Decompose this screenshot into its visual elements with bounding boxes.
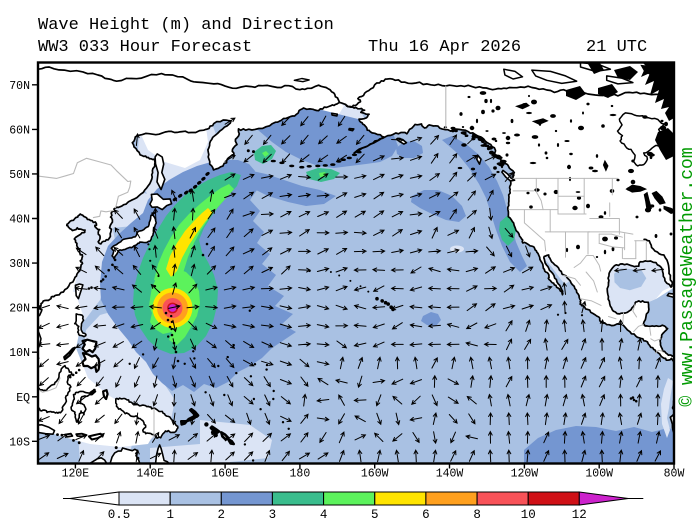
svg-text:180: 180 xyxy=(290,468,311,481)
svg-text:4: 4 xyxy=(320,508,328,522)
svg-text:140W: 140W xyxy=(436,468,464,481)
svg-text:Thu 16 Apr 2026: Thu 16 Apr 2026 xyxy=(368,38,521,57)
svg-text:60N: 60N xyxy=(9,124,30,137)
svg-text:160E: 160E xyxy=(211,468,239,481)
svg-text:40N: 40N xyxy=(9,214,30,227)
svg-text:12: 12 xyxy=(572,508,587,522)
svg-text:1: 1 xyxy=(166,508,174,522)
svg-text:160W: 160W xyxy=(361,468,389,481)
svg-text:100W: 100W xyxy=(585,468,613,481)
svg-text:20N: 20N xyxy=(9,303,30,316)
svg-text:EQ: EQ xyxy=(16,392,30,405)
svg-text:120E: 120E xyxy=(62,468,90,481)
svg-text:© www.PassageWeather.com: © www.PassageWeather.com xyxy=(678,147,698,406)
svg-text:70N: 70N xyxy=(9,80,30,93)
svg-text:10N: 10N xyxy=(9,347,30,360)
svg-text:Wave Height (m) and Direction: Wave Height (m) and Direction xyxy=(38,16,334,35)
svg-text:WW3 033 Hour Forecast: WW3 033 Hour Forecast xyxy=(38,38,252,57)
svg-text:21 UTC: 21 UTC xyxy=(586,38,647,57)
svg-text:2: 2 xyxy=(218,508,226,522)
svg-text:6: 6 xyxy=(422,508,430,522)
svg-text:0.5: 0.5 xyxy=(108,508,131,522)
svg-text:10: 10 xyxy=(521,508,536,522)
svg-text:120W: 120W xyxy=(511,468,539,481)
svg-text:30N: 30N xyxy=(9,258,30,271)
svg-text:80W: 80W xyxy=(664,468,685,481)
svg-text:8: 8 xyxy=(473,508,481,522)
svg-text:50N: 50N xyxy=(9,169,30,182)
svg-text:10S: 10S xyxy=(9,436,30,449)
svg-text:140E: 140E xyxy=(136,468,164,481)
svg-text:5: 5 xyxy=(371,508,379,522)
svg-text:3: 3 xyxy=(269,508,277,522)
